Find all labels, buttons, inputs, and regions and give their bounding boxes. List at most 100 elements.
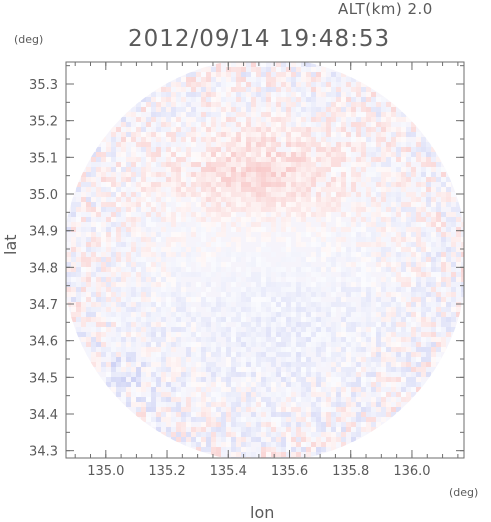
heatmap-cell: [261, 332, 266, 337]
heatmap-cell: [391, 342, 396, 347]
heatmap-cell: [306, 322, 311, 327]
heatmap-cell: [391, 227, 396, 232]
heatmap-cell: [316, 417, 321, 422]
heatmap-cell: [396, 297, 401, 302]
heatmap-cell: [266, 342, 271, 347]
heatmap-cell: [361, 237, 366, 242]
heatmap-cell: [406, 312, 411, 317]
heatmap-cell: [141, 272, 146, 277]
heatmap-cell: [336, 112, 341, 117]
heatmap-cell: [206, 352, 211, 357]
heatmap-cell: [261, 327, 266, 332]
heatmap-cell: [136, 232, 141, 237]
heatmap-cell: [286, 352, 291, 357]
heatmap-cell: [111, 297, 116, 302]
heatmap-cell: [136, 127, 141, 132]
heatmap-cell: [341, 172, 346, 177]
heatmap-cell: [316, 167, 321, 172]
heatmap-cell: [416, 362, 421, 367]
heatmap-cell: [321, 167, 326, 172]
heatmap-cell: [246, 122, 251, 127]
heatmap-cell: [81, 247, 86, 252]
heatmap-cell: [436, 272, 441, 277]
heatmap-cell: [181, 122, 186, 127]
heatmap-cell: [101, 157, 106, 162]
heatmap-cell: [311, 402, 316, 407]
heatmap-cell: [256, 372, 261, 377]
heatmap-cell: [251, 402, 256, 407]
heatmap-cell: [346, 157, 351, 162]
heatmap-cell: [281, 317, 286, 322]
heatmap-cell: [241, 92, 246, 97]
heatmap-cell: [356, 382, 361, 387]
heatmap-cell: [231, 142, 236, 147]
heatmap-cell: [271, 87, 276, 92]
heatmap-cell: [186, 347, 191, 352]
heatmap-cell: [416, 257, 421, 262]
heatmap-cell: [441, 257, 446, 262]
heatmap-cell: [231, 372, 236, 377]
heatmap-cell: [251, 112, 256, 117]
heatmap-cell: [216, 302, 221, 307]
heatmap-cell: [321, 307, 326, 312]
heatmap-cell: [331, 262, 336, 267]
heatmap-cell: [336, 77, 341, 82]
heatmap-cell: [366, 87, 371, 92]
heatmap-cell: [86, 262, 91, 267]
heatmap-cell: [371, 127, 376, 132]
heatmap-cell: [321, 402, 326, 407]
heatmap-cell: [281, 82, 286, 87]
heatmap-cell: [346, 227, 351, 232]
heatmap-cell: [301, 102, 306, 107]
heatmap-cell: [256, 72, 261, 77]
heatmap-cell: [351, 292, 356, 297]
heatmap-cell: [316, 227, 321, 232]
heatmap-cell: [136, 292, 141, 297]
heatmap-cell: [256, 302, 261, 307]
heatmap-cell: [136, 152, 141, 157]
heatmap-cell: [331, 372, 336, 377]
heatmap-cell: [426, 167, 431, 172]
heatmap-cell: [101, 267, 106, 272]
heatmap-cell: [346, 117, 351, 122]
heatmap-cell: [336, 72, 341, 77]
heatmap-cell: [171, 432, 176, 437]
heatmap-cell: [396, 242, 401, 247]
heatmap-cell: [336, 332, 341, 337]
heatmap-cell: [436, 202, 441, 207]
heatmap-cell: [221, 272, 226, 277]
heatmap-cell: [236, 137, 241, 142]
heatmap-cell: [376, 317, 381, 322]
heatmap-cell: [271, 187, 276, 192]
heatmap-cell: [401, 287, 406, 292]
heatmap-cell: [281, 442, 286, 447]
heatmap-cell: [306, 317, 311, 322]
heatmap-cell: [201, 192, 206, 197]
heatmap-cell: [316, 207, 321, 212]
heatmap-cell: [296, 182, 301, 187]
heatmap-cell: [391, 357, 396, 362]
heatmap-cell: [166, 177, 171, 182]
heatmap-cell: [196, 72, 201, 77]
heatmap-cell: [176, 292, 181, 297]
heatmap-cell: [286, 197, 291, 202]
heatmap-cell: [136, 272, 141, 277]
heatmap-cell: [431, 147, 436, 152]
heatmap-cell: [361, 422, 366, 427]
heatmap-cell: [436, 222, 441, 227]
heatmap-cell: [376, 152, 381, 157]
heatmap-cell: [276, 302, 281, 307]
heatmap-cell: [396, 182, 401, 187]
heatmap-cell: [326, 117, 331, 122]
heatmap-cell: [156, 247, 161, 252]
heatmap-cell: [401, 142, 406, 147]
heatmap-cell: [321, 142, 326, 147]
heatmap-cell: [391, 307, 396, 312]
heatmap-cell: [436, 162, 441, 167]
heatmap-cell: [236, 97, 241, 102]
heatmap-cell: [126, 372, 131, 377]
heatmap-cell: [296, 422, 301, 427]
heatmap-cell: [176, 147, 181, 152]
heatmap-cell: [191, 382, 196, 387]
heatmap-cell: [191, 377, 196, 382]
